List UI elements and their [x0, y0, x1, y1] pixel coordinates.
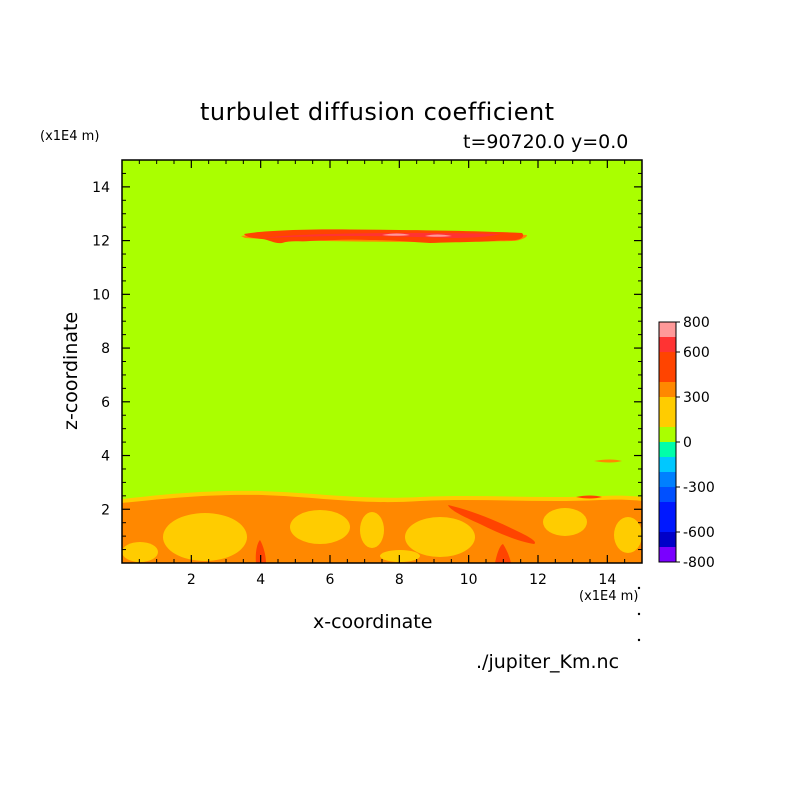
colorbar-swatch — [659, 322, 676, 337]
cell-yellow — [614, 517, 642, 553]
colorbar-swatch — [659, 487, 676, 502]
marker-dot — [637, 638, 641, 642]
x-tick-label: 6 — [326, 572, 335, 588]
colorbar-tick-label: -300 — [683, 480, 715, 496]
y-tick-label: 14 — [92, 180, 110, 196]
streak-red — [448, 505, 536, 544]
colorbar-swatch — [659, 502, 676, 532]
y-tick-label: 10 — [92, 287, 110, 303]
cell-yellow — [360, 512, 384, 548]
y-tick-label: 12 — [92, 234, 110, 250]
x-axis-unit: (x1E4 m) — [579, 589, 639, 604]
streak-red — [576, 495, 602, 499]
y-tick-label: 2 — [101, 502, 110, 518]
colorbar-swatch — [659, 442, 676, 457]
chart-title: turbulet diffusion coefficient — [200, 98, 555, 126]
colorbar-swatch — [659, 532, 676, 547]
cell-yellow — [122, 542, 158, 562]
chart-subtitle: t=90720.0 y=0.0 — [463, 131, 629, 153]
cell-yellow — [405, 517, 475, 557]
y-tick-label: 6 — [101, 395, 110, 411]
colorbar-tick-label: 800 — [683, 315, 710, 331]
y-axis-label: z-coordinate — [60, 311, 82, 430]
colorbar-swatch — [659, 352, 676, 382]
x-tick-label: 10 — [460, 572, 478, 588]
colorbar-swatch — [659, 382, 676, 397]
x-axis-label: x-coordinate — [313, 611, 433, 633]
marker-dot — [637, 586, 641, 590]
x-tick-label: 14 — [598, 572, 616, 588]
cell-yellow — [543, 508, 587, 536]
colorbar-tick-label: 300 — [683, 390, 710, 406]
colorbar-tick-label: 600 — [683, 345, 710, 361]
x-tick-label: 8 — [395, 572, 404, 588]
y-tick-label: 8 — [101, 341, 110, 357]
x-tick-label: 4 — [256, 572, 265, 588]
upper-band-dark-red — [262, 233, 500, 238]
marker-dot — [637, 612, 641, 616]
colorbar-swatch — [659, 547, 676, 562]
cell-yellow — [163, 513, 247, 561]
y-tick-label: 4 — [101, 449, 110, 465]
cell-yellow — [290, 510, 350, 544]
colorbar-swatch — [659, 457, 676, 472]
contour-field — [122, 160, 642, 563]
x-tick-label: 2 — [187, 572, 196, 588]
source-file-label: ./jupiter_Km.nc — [476, 651, 620, 673]
colorbar-swatch — [659, 472, 676, 487]
small-patch — [594, 459, 622, 463]
colorbar-swatch — [659, 427, 676, 442]
cell-yellow — [380, 550, 420, 562]
colorbar-tick-label: 0 — [683, 435, 692, 451]
streak-red — [495, 544, 511, 563]
colorbar-swatch — [659, 337, 676, 352]
streak-red — [255, 540, 266, 563]
x-tick-label: 12 — [529, 572, 547, 588]
colorbar-tick-label: -600 — [683, 525, 715, 541]
colorbar-tick-label: -800 — [683, 555, 715, 571]
colorbar: 800 600 300 0 -300 -600 -800 — [658, 315, 715, 571]
colorbar-swatch — [659, 397, 676, 427]
upper-band-peak — [382, 233, 452, 237]
y-axis-unit: (x1E4 m) — [40, 129, 100, 144]
axes: 2 4 6 8 10 12 14 2 4 6 8 10 12 14 — [92, 160, 642, 588]
